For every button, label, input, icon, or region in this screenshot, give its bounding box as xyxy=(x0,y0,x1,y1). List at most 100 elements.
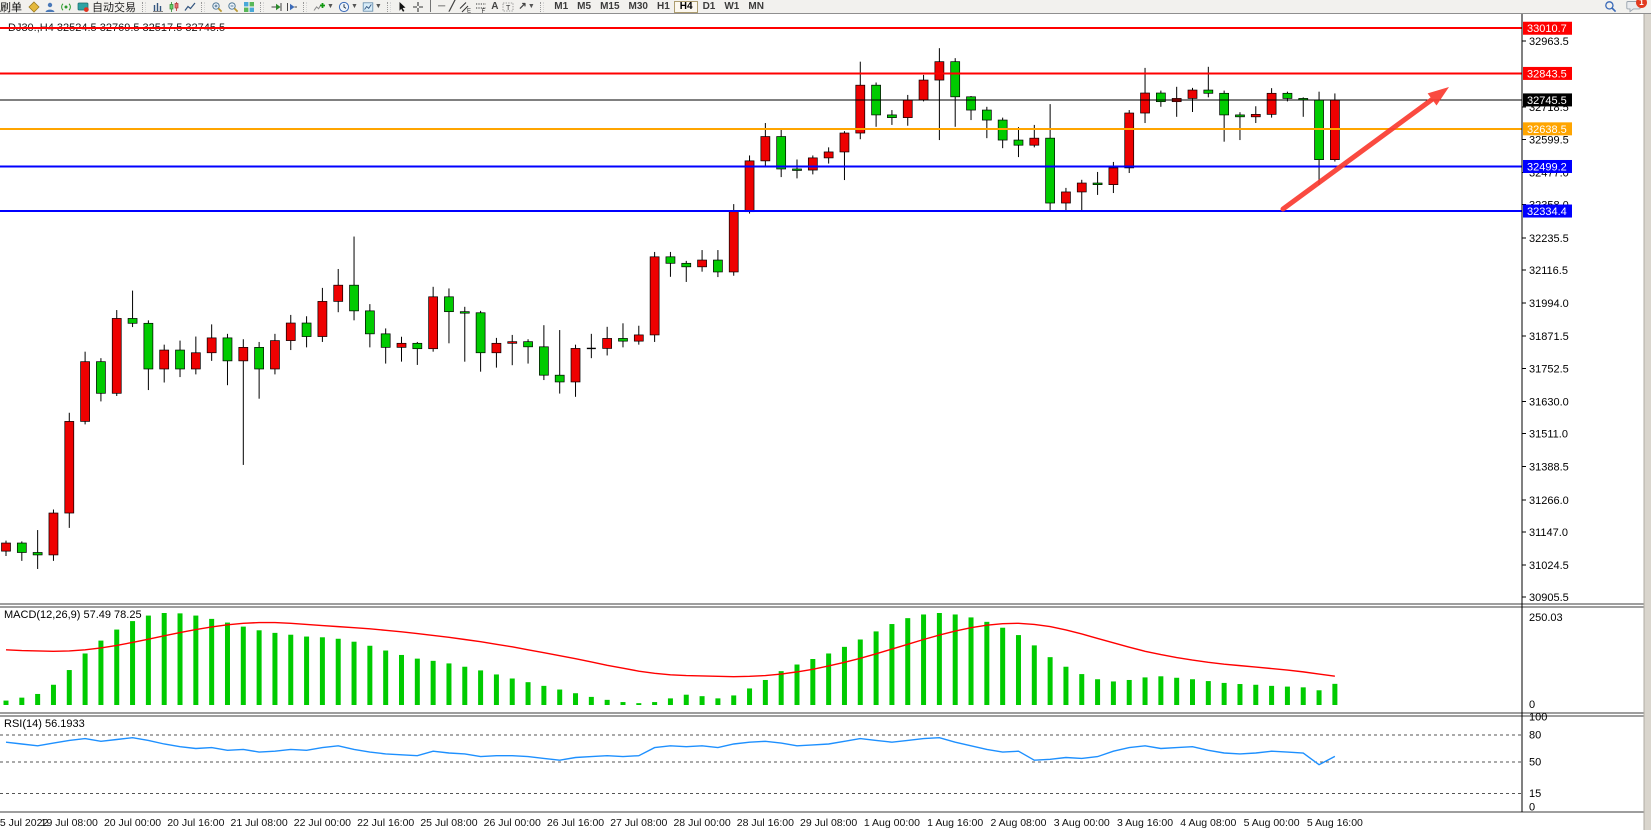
price-badges: 33010.7 32843.5 32745.5 32638.5 32499.2 32334… xyxy=(1523,21,1572,218)
rsi-line xyxy=(5,736,1336,766)
line-chart-icon[interactable] xyxy=(182,1,198,13)
zoom-in-icon[interactable] xyxy=(209,1,225,13)
chart-shift-icon[interactable] xyxy=(284,1,300,13)
svg-text:31388.5: 31388.5 xyxy=(1529,462,1569,474)
svg-text:15: 15 xyxy=(1529,788,1541,800)
svg-text:22 Jul 16:00: 22 Jul 16:00 xyxy=(357,817,414,829)
svg-text:26 Jul 00:00: 26 Jul 00:00 xyxy=(484,817,541,829)
svg-text:33010.7: 33010.7 xyxy=(1527,23,1567,35)
svg-text:31630.0: 31630.0 xyxy=(1529,396,1569,408)
timeframe-m30[interactable]: M30 xyxy=(628,0,648,12)
auto-scroll-icon[interactable] xyxy=(268,1,284,13)
rsi-label: RSI(14) 56.1933 xyxy=(4,718,85,730)
period-clock-icon[interactable]: ▼ xyxy=(336,1,360,13)
toolbar-grip xyxy=(142,1,146,12)
svg-text:3 Aug 16:00: 3 Aug 16:00 xyxy=(1117,817,1173,829)
new-order-icon[interactable] xyxy=(26,0,42,13)
add-indicator-icon[interactable]: ▼ xyxy=(311,1,336,13)
svg-text:32116.5: 32116.5 xyxy=(1529,265,1568,277)
price-chart-canvas[interactable]: 32963.532718.532599.532477.032358.032235… xyxy=(0,14,1651,830)
svg-text:30905.5: 30905.5 xyxy=(1529,592,1569,604)
dropdown-caret: ▼ xyxy=(327,3,334,10)
toolbar-grip xyxy=(201,1,205,12)
svg-text:29 Jul 08:00: 29 Jul 08:00 xyxy=(800,817,857,829)
svg-text:31024.5: 31024.5 xyxy=(1529,560,1569,572)
autotrade-icon xyxy=(77,2,89,12)
crosshair-tool-icon[interactable] xyxy=(410,1,426,13)
search-icon[interactable] xyxy=(1604,0,1617,13)
price-badge-32334.4 xyxy=(1523,204,1572,218)
toolbar-grip xyxy=(539,1,544,12)
svg-text:19 Jul 08:00: 19 Jul 08:00 xyxy=(41,817,98,829)
svg-text:31871.5: 31871.5 xyxy=(1529,331,1569,343)
publish-profile-icon[interactable] xyxy=(42,1,58,13)
svg-text:32963.5: 32963.5 xyxy=(1529,36,1569,48)
macd-label: MACD(12,26,9) 57.49 78.25 xyxy=(4,609,142,621)
cursor-tool-icon[interactable] xyxy=(395,1,410,13)
svg-text:5 Aug 00:00: 5 Aug 00:00 xyxy=(1244,817,1300,829)
svg-text:26 Jul 16:00: 26 Jul 16:00 xyxy=(547,817,604,829)
signals-icon[interactable] xyxy=(58,1,74,13)
fibonacci-tool-icon[interactable]: F xyxy=(473,1,489,13)
timeframe-m1[interactable]: M1 xyxy=(554,0,569,12)
timeframe-mn[interactable]: MN xyxy=(748,0,764,12)
timeframe-m15[interactable]: M15 xyxy=(600,0,620,12)
svg-text:28 Jul 16:00: 28 Jul 16:00 xyxy=(737,817,794,829)
template-icon[interactable]: ▼ xyxy=(360,1,384,13)
svg-text:31752.5: 31752.5 xyxy=(1529,363,1569,375)
trendline-tool-icon[interactable]: ╱ xyxy=(449,1,456,12)
zoom-out-icon[interactable] xyxy=(225,1,241,13)
svg-text:27 Jul 08:00: 27 Jul 08:00 xyxy=(610,817,667,829)
notification-badge: 1 xyxy=(1636,0,1647,8)
timeframe-h1[interactable]: H1 xyxy=(656,0,670,12)
svg-text:32334.4: 32334.4 xyxy=(1527,206,1567,218)
svg-text:32745.5: 32745.5 xyxy=(1527,95,1567,107)
vertical-line-tool-icon[interactable]: │ xyxy=(427,1,435,12)
dropdown-caret: ▼ xyxy=(350,3,358,10)
svg-text:15 Jul 2022: 15 Jul 2022 xyxy=(0,817,48,829)
chat-icon[interactable]: 1 xyxy=(1626,0,1647,13)
bar-chart-icon[interactable] xyxy=(150,1,166,13)
svg-text:3 Aug 00:00: 3 Aug 00:00 xyxy=(1054,817,1110,829)
chart-background xyxy=(0,14,1651,830)
toolbar-grip xyxy=(303,1,307,12)
svg-text:32235.5: 32235.5 xyxy=(1529,233,1569,245)
arrows-tool-icon[interactable]: ↗ ▼ xyxy=(518,1,535,12)
dropdown-caret: ▼ xyxy=(374,3,382,10)
svg-text:20 Jul 16:00: 20 Jul 16:00 xyxy=(167,817,224,829)
timeframe-w1[interactable]: W1 xyxy=(724,0,740,12)
svg-text:80: 80 xyxy=(1529,730,1541,742)
price-badge-32745.5 xyxy=(1523,93,1572,107)
svg-text:2 Aug 08:00: 2 Aug 08:00 xyxy=(990,817,1046,829)
svg-text:28 Jul 00:00: 28 Jul 00:00 xyxy=(673,817,730,829)
tile-windows-icon[interactable] xyxy=(241,1,257,13)
price-badge-32843.5 xyxy=(1523,66,1572,80)
channel-tool-icon[interactable]: E xyxy=(457,1,473,13)
toolbar-grip xyxy=(386,1,391,12)
price-badge-32499.2 xyxy=(1523,159,1572,173)
text-label-tool-icon[interactable]: T xyxy=(500,1,516,13)
svg-text:31147.0: 31147.0 xyxy=(1529,527,1568,539)
timeframe-d1[interactable]: D1 xyxy=(702,0,716,12)
text-tool-icon[interactable]: A xyxy=(491,1,499,12)
price-badge-33010.7 xyxy=(1523,21,1572,35)
toolbar-right-icons: 1 xyxy=(1604,0,1647,13)
autotrade-button[interactable]: 自动交易 xyxy=(74,0,139,15)
trend-arrow-annotation[interactable] xyxy=(1280,87,1449,212)
menu-fragment[interactable]: 刷单 xyxy=(0,1,22,14)
svg-text:T: T xyxy=(506,5,511,12)
timeframe-m5[interactable]: M5 xyxy=(577,0,592,12)
candlestick-chart-icon[interactable] xyxy=(166,1,182,13)
svg-text:32638.5: 32638.5 xyxy=(1527,124,1567,136)
horizontal-level-lines[interactable] xyxy=(0,27,1522,213)
timeframe-h4[interactable]: H4 xyxy=(674,0,699,13)
svg-text:100: 100 xyxy=(1529,712,1547,724)
toolbar-grip xyxy=(260,1,264,12)
svg-text:5 Aug 16:00: 5 Aug 16:00 xyxy=(1307,817,1363,829)
horizontal-line-tool-icon[interactable]: ─ xyxy=(438,1,446,12)
svg-text:32599.5: 32599.5 xyxy=(1529,134,1569,146)
svg-text:31994.0: 31994.0 xyxy=(1529,298,1569,310)
svg-text:32499.2: 32499.2 xyxy=(1527,161,1567,173)
svg-text:1 Aug 16:00: 1 Aug 16:00 xyxy=(927,817,983,829)
